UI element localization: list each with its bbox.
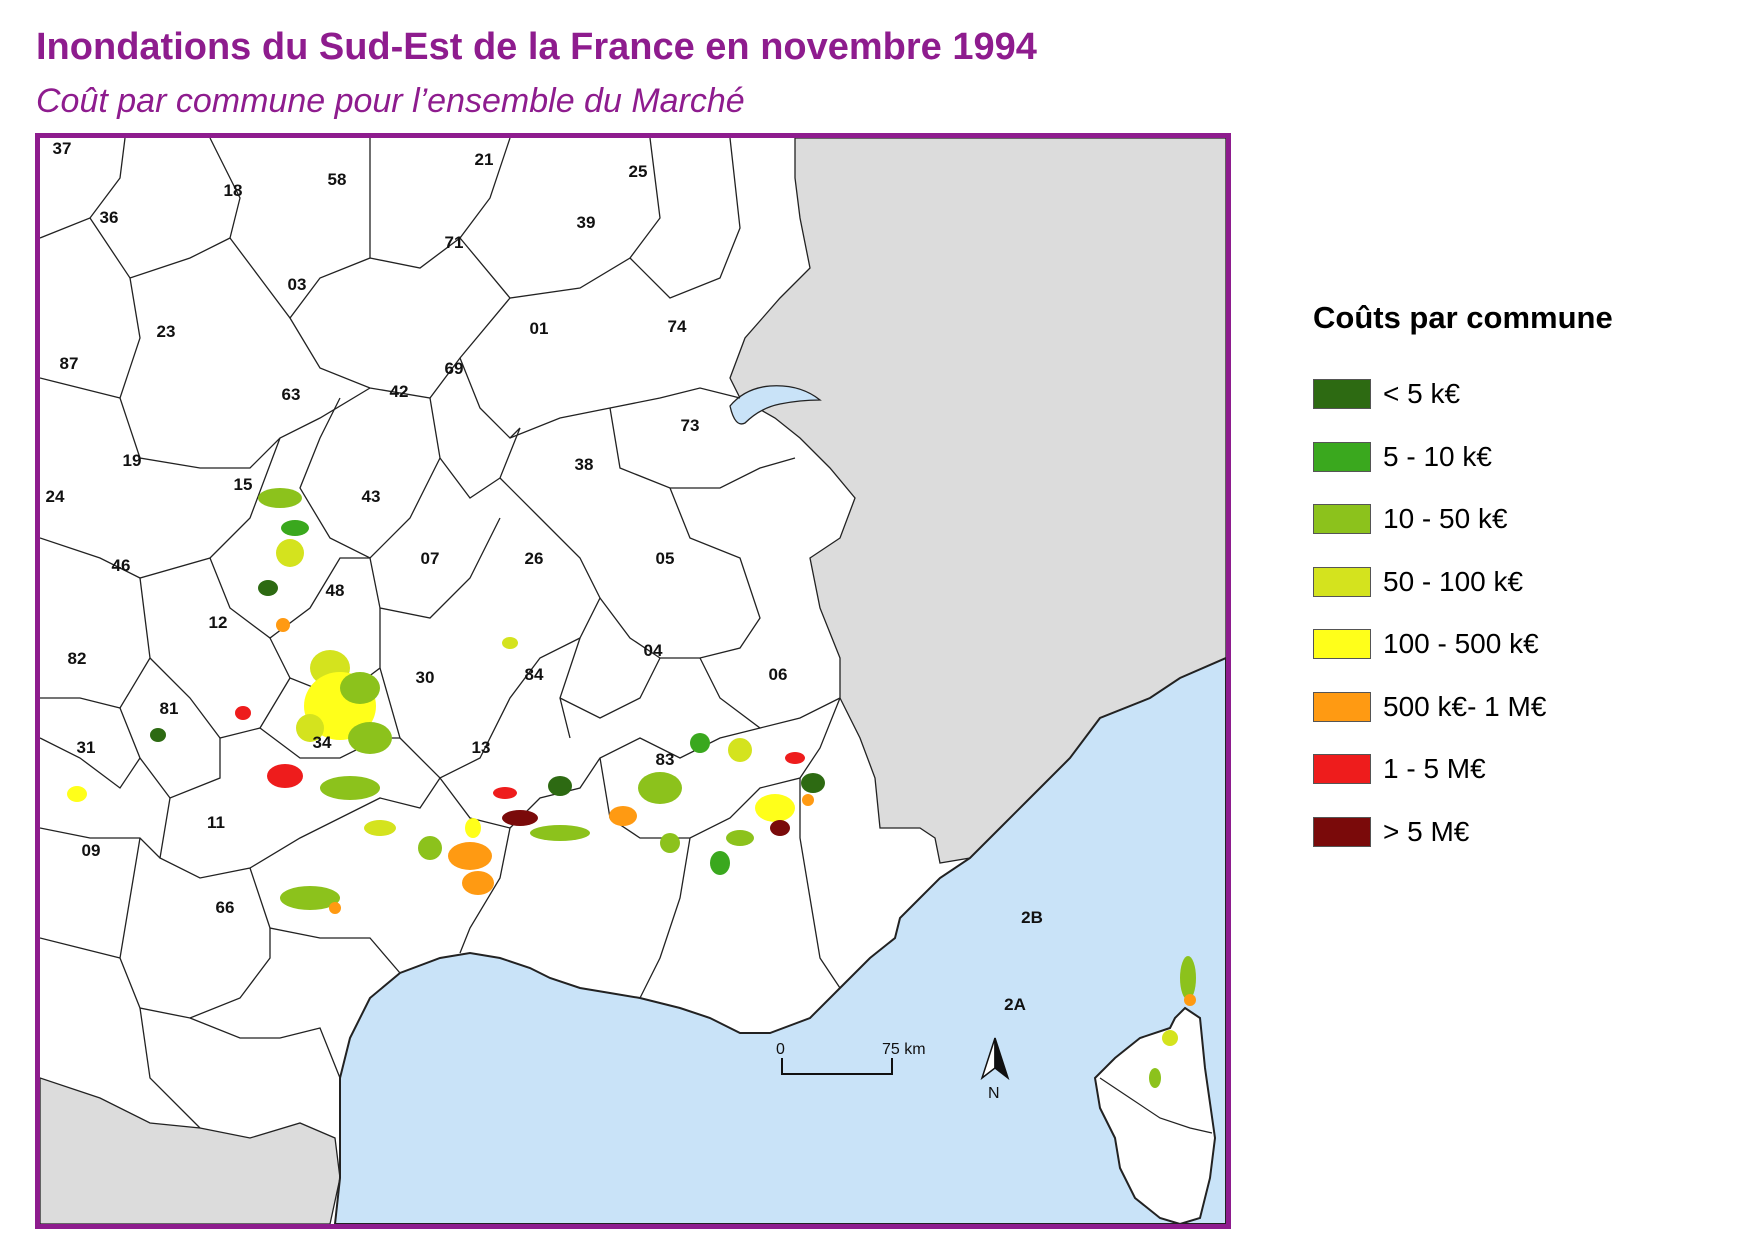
dept-label: 05 xyxy=(656,549,675,568)
map-canvas: 37 18 58 21 25 36 39 71 03 74 23 01 87 6… xyxy=(40,138,1226,1224)
map-title: Inondations du Sud-Est de la France en n… xyxy=(36,26,1037,68)
legend: Coûts par commune < 5 k€ 5 - 10 k€ 10 - … xyxy=(1313,300,1733,874)
dept-label: 48 xyxy=(326,581,345,600)
legend-item: 100 - 500 k€ xyxy=(1313,624,1733,664)
dept-label: 39 xyxy=(577,213,596,232)
dept-label: 63 xyxy=(282,385,301,404)
dept-label: 38 xyxy=(575,455,594,474)
dept-label: 2A xyxy=(1004,995,1026,1014)
legend-swatch xyxy=(1313,816,1371,847)
dept-label: 83 xyxy=(656,750,675,769)
scale-bar xyxy=(781,1058,893,1075)
dept-label: 2B xyxy=(1021,908,1043,927)
foreign-land-spain xyxy=(40,1077,341,1224)
dept-label: 18 xyxy=(224,181,243,200)
dept-label: 73 xyxy=(681,416,700,435)
legend-swatch xyxy=(1313,629,1371,659)
dept-label: 01 xyxy=(530,319,549,338)
legend-item: > 5 M€ xyxy=(1313,812,1733,852)
dept-label: 21 xyxy=(475,150,494,169)
dept-label: 71 xyxy=(445,233,464,252)
legend-label: 500 k€- 1 M€ xyxy=(1383,690,1547,722)
dept-label: 11 xyxy=(207,813,225,832)
dept-label: 74 xyxy=(668,317,687,336)
dept-label: 03 xyxy=(288,275,307,294)
north-arrow-label: N xyxy=(988,1085,1000,1102)
dept-label: 42 xyxy=(390,382,409,401)
legend-label: 1 - 5 M€ xyxy=(1383,753,1486,784)
legend-label: 100 - 500 k€ xyxy=(1383,628,1539,659)
legend-swatch xyxy=(1313,441,1371,472)
legend-label: 50 - 100 k€ xyxy=(1383,565,1524,597)
department-boundaries xyxy=(40,138,841,1129)
dept-label: 37 xyxy=(53,139,72,158)
dept-label: 09 xyxy=(82,841,101,860)
dept-label: 66 xyxy=(216,898,235,917)
dept-label: 12 xyxy=(209,613,228,632)
legend-item: 500 k€- 1 M€ xyxy=(1313,687,1733,727)
legend-item: < 5 k€ xyxy=(1313,374,1733,414)
legend-swatch xyxy=(1313,566,1371,597)
lake-geneva xyxy=(729,385,822,425)
dept-label: 25 xyxy=(629,162,648,181)
dept-label: 06 xyxy=(769,665,788,684)
dept-label: 07 xyxy=(421,549,440,568)
dept-label: 30 xyxy=(416,668,435,687)
map-subtitle: Coût par commune pour l’ensemble du Marc… xyxy=(36,82,745,120)
legend-item: 5 - 10 k€ xyxy=(1313,437,1733,477)
legend-swatch xyxy=(1313,504,1371,534)
legend-swatch xyxy=(1313,754,1371,784)
dept-label: 23 xyxy=(157,322,176,341)
dept-label: 24 xyxy=(46,487,65,506)
dept-label: 26 xyxy=(525,549,544,568)
dept-label: 82 xyxy=(68,649,87,668)
dept-label: 84 xyxy=(525,665,544,684)
north-arrow-icon xyxy=(980,1037,1010,1081)
corsica-dept-border xyxy=(1099,1077,1213,1134)
dept-label: 31 xyxy=(77,738,96,757)
legend-item: 10 - 50 k€ xyxy=(1313,499,1733,539)
dept-label: 15 xyxy=(234,475,253,494)
dept-label: 58 xyxy=(328,170,347,189)
legend-item: 50 - 100 k€ xyxy=(1313,562,1733,602)
legend-swatch xyxy=(1313,691,1371,722)
legend-label: 5 - 10 k€ xyxy=(1383,440,1492,472)
dept-label: 04 xyxy=(644,641,663,660)
dept-label: 46 xyxy=(112,556,131,575)
dept-label: 81 xyxy=(160,699,179,718)
legend-label: > 5 M€ xyxy=(1383,815,1470,847)
dept-label: 34 xyxy=(313,733,332,752)
map-frame: 37 18 58 21 25 36 39 71 03 74 23 01 87 6… xyxy=(35,133,1231,1229)
dept-label: 43 xyxy=(362,487,381,506)
dept-label: 19 xyxy=(123,451,142,470)
dept-label: 69 xyxy=(445,359,464,378)
scale-bar-start-label: 0 xyxy=(776,1041,785,1058)
legend-label: < 5 k€ xyxy=(1383,378,1461,409)
scale-bar-end-label: 75 km xyxy=(882,1041,926,1058)
legend-label: 10 - 50 k€ xyxy=(1383,503,1508,534)
legend-item: 1 - 5 M€ xyxy=(1313,749,1733,789)
dept-label: 36 xyxy=(100,208,119,227)
corsica xyxy=(1093,1006,1217,1224)
commune-patches xyxy=(67,488,1196,1088)
sea xyxy=(333,656,1226,1224)
legend-title: Coûts par commune xyxy=(1313,300,1613,335)
dept-label: 13 xyxy=(472,738,491,757)
legend-swatch xyxy=(1313,379,1371,409)
dept-label: 87 xyxy=(60,354,79,373)
department-labels: 37 18 58 21 25 36 39 71 03 74 23 01 87 6… xyxy=(46,139,1043,1014)
